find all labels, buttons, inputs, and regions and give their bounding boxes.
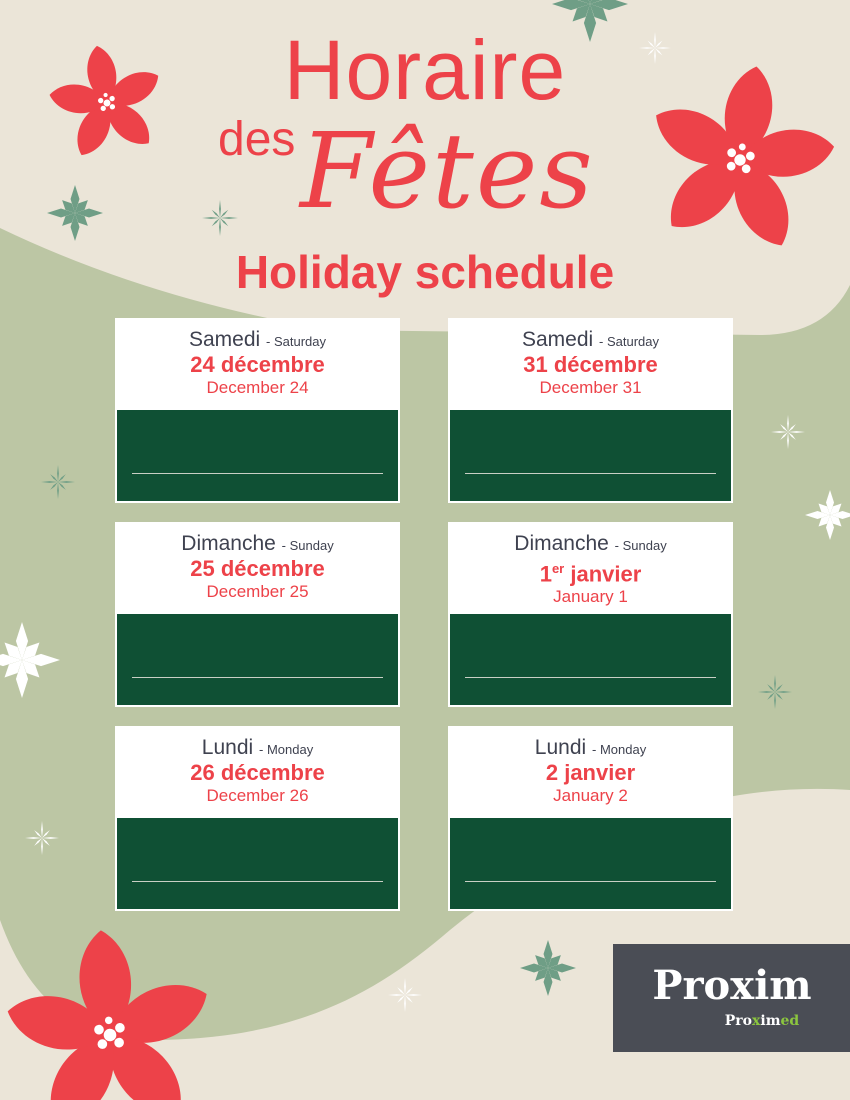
hours-blank-line (465, 881, 716, 882)
hours-blank-line (132, 881, 383, 882)
card-hours-area (450, 614, 731, 705)
card-date-en: January 1 (553, 587, 628, 607)
card-date-en: December 26 (206, 786, 309, 805)
poinsettia-icon (7, 930, 207, 1100)
snowflake-star-icon (520, 940, 576, 996)
card-day: Dimanche - Sunday (181, 532, 334, 555)
card-hours-area (117, 614, 398, 705)
card-date-fr: 1er janvier (539, 561, 642, 587)
card-date-en: December 31 (539, 378, 642, 397)
card-day: Lundi - Monday (534, 736, 647, 759)
snowflake-star-icon (202, 200, 238, 236)
title-des: des (218, 113, 296, 166)
card-hours-area (117, 818, 398, 909)
title-fetes: Fêtes (300, 110, 595, 232)
poinsettia-icon (49, 45, 159, 156)
card-header: Dimanche - Sunday 25 décembre December 2… (115, 522, 400, 612)
hours-blank-line (132, 473, 383, 474)
card-date-fr: 24 décembre (190, 352, 325, 377)
card-day: Lundi - Monday (201, 736, 314, 759)
card-date-en: December 24 (206, 378, 309, 397)
snowflake-star-icon (41, 465, 75, 499)
snowflake-star-icon (771, 415, 805, 449)
card-day: Samedi - Saturday (521, 328, 660, 351)
card-date-fr: 31 décembre (523, 352, 658, 377)
card-header: Lundi - Monday 26 décembre December 26 (115, 726, 400, 816)
card-header: Lundi - Monday 2 janvier January 2 (448, 726, 733, 816)
subtitle-holiday-schedule: Holiday schedule (235, 246, 615, 298)
card-date-fr: 2 janvier (545, 760, 636, 785)
card-hours-area (450, 818, 731, 909)
snowflake-star-icon (805, 490, 850, 540)
card-date-fr: 26 décembre (190, 760, 325, 785)
schedule-card: Samedi - Saturday 31 décembre December 3… (448, 318, 733, 503)
card-date-en: January 2 (553, 786, 628, 805)
snowflake-star-icon (758, 675, 792, 709)
proxim-logo: Proxim Proximed (613, 944, 850, 1052)
card-hours-area (117, 410, 398, 501)
card-date-fr: 25 décembre (190, 556, 325, 581)
schedule-card: Lundi - Monday 26 décembre December 26 (115, 726, 400, 911)
logo-proximed: Proximed (724, 1013, 800, 1029)
card-header: Samedi - Saturday 31 décembre December 3… (448, 318, 733, 408)
hours-blank-line (465, 677, 716, 678)
snowflake-star-icon (0, 622, 60, 698)
card-hours-area (450, 410, 731, 501)
snowflake-star-icon (552, 0, 628, 42)
hours-blank-line (465, 473, 716, 474)
poinsettia-icon (656, 66, 835, 246)
card-date-en: December 25 (206, 582, 309, 601)
snowflake-star-icon (25, 821, 59, 855)
card-header: Samedi - Saturday 24 décembre December 2… (115, 318, 400, 408)
schedule-card: Dimanche - Sunday 1er janvier January 1 (448, 522, 733, 707)
schedule-card: Samedi - Saturday 24 décembre December 2… (115, 318, 400, 503)
title-horaire: Horaire (283, 23, 567, 117)
background-beige-top (0, 0, 850, 335)
snowflake-star-icon (388, 978, 422, 1012)
logo-brand: Proxim (652, 962, 812, 1009)
card-day: Samedi - Saturday (188, 328, 327, 351)
hours-blank-line (132, 677, 383, 678)
card-day: Dimanche - Sunday (514, 532, 667, 555)
schedule-card: Lundi - Monday 2 janvier January 2 (448, 726, 733, 911)
schedule-card: Dimanche - Sunday 25 décembre December 2… (115, 522, 400, 707)
card-header: Dimanche - Sunday 1er janvier January 1 (448, 522, 733, 612)
